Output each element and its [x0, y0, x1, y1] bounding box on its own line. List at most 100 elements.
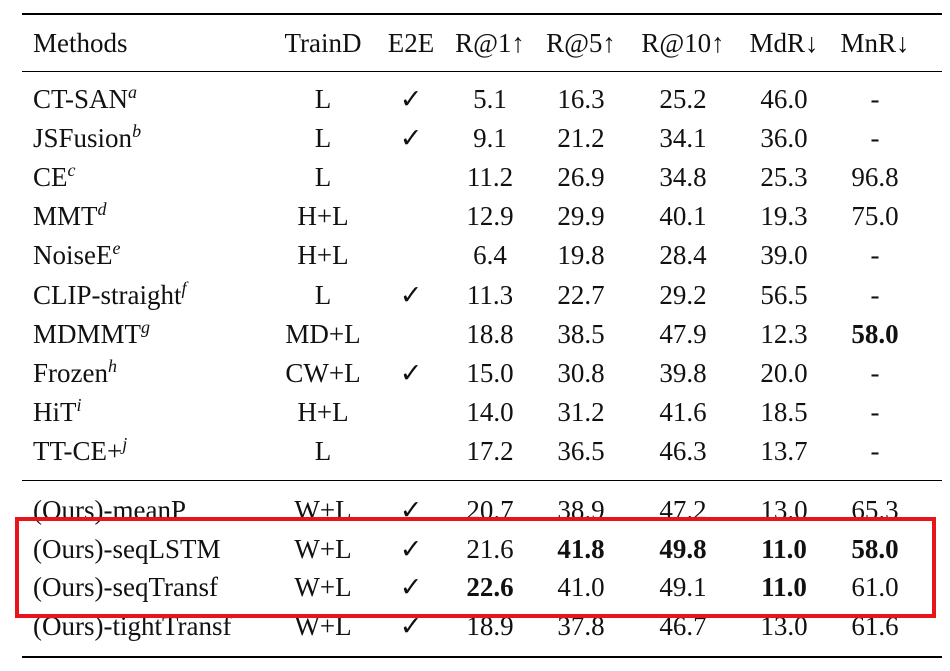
value-cell: 41.8	[557, 533, 605, 564]
value-cell: H+L	[297, 201, 349, 232]
value-cell: ✓	[399, 123, 423, 154]
value-cell: W+L	[294, 533, 352, 564]
value-cell: ✓	[399, 279, 423, 310]
value-cell: 34.8	[659, 162, 707, 193]
value-cell: 39.0	[760, 240, 808, 271]
header-cell: R@1↑	[455, 28, 525, 58]
value-cell: ✓	[399, 84, 423, 114]
value-cell: 61.0	[851, 572, 899, 603]
value-cell: 11.2	[466, 162, 514, 193]
value-cell: 31.2	[557, 396, 605, 427]
value-cell: 58.0	[851, 318, 899, 349]
method-cell: NoiseEe	[33, 237, 120, 273]
value-cell: 46.3	[659, 435, 707, 466]
header-cell: E2E	[387, 28, 435, 58]
value-cell: 11.3	[466, 279, 514, 310]
value-cell: 12.3	[760, 318, 808, 349]
method-superscript: f	[181, 277, 187, 298]
value-cell: 21.6	[466, 533, 514, 564]
value-cell: 22.7	[557, 279, 605, 310]
value-cell: -	[870, 240, 880, 271]
value-cell: L	[314, 123, 332, 154]
value-cell: 14.0	[466, 396, 514, 427]
value-cell: 36.0	[760, 123, 808, 154]
value-cell: 28.4	[659, 240, 707, 271]
method-superscript: h	[107, 355, 117, 376]
value-cell: 12.9	[466, 201, 514, 232]
method-name: CLIP-straight	[33, 279, 182, 310]
method-cell: CEc	[33, 159, 76, 195]
method-superscript: b	[132, 121, 142, 142]
value-cell: 56.5	[760, 279, 808, 310]
value-cell: ✓	[399, 357, 423, 388]
value-cell: 16.3	[557, 84, 605, 114]
method-cell: (Ours)-seqLSTM	[33, 531, 220, 567]
value-cell: -	[870, 84, 880, 114]
value-cell: MD+L	[285, 318, 361, 349]
header-cell: MdR↓	[749, 28, 819, 58]
method-name: CT-SAN	[33, 84, 129, 114]
method-name: TT-CE+	[33, 435, 123, 466]
method-cell: TT-CE+j	[33, 433, 127, 469]
value-cell: 36.5	[557, 435, 605, 466]
value-cell: 29.9	[557, 201, 605, 232]
header-cell: R@10↑	[641, 28, 725, 58]
method-cell: MMTd	[33, 198, 107, 234]
header-cell: R@5↑	[546, 28, 616, 58]
value-cell: -	[870, 435, 880, 466]
value-cell: 40.1	[659, 201, 707, 232]
header-cell: Methods	[33, 28, 128, 58]
value-cell: ✓	[399, 572, 423, 603]
value-cell: 39.8	[659, 357, 707, 388]
value-cell: 17.2	[466, 435, 514, 466]
value-cell: 11.0	[761, 572, 807, 603]
value-cell: 21.2	[557, 123, 605, 154]
method-name: CE	[33, 162, 68, 193]
method-name: HiT	[33, 396, 77, 427]
method-superscript: c	[67, 160, 76, 181]
value-cell: H+L	[297, 396, 349, 427]
method-superscript: j	[122, 433, 128, 454]
value-cell: 41.6	[659, 396, 707, 427]
method-cell: HiTi	[33, 394, 82, 430]
value-cell: 46.0	[760, 84, 808, 114]
method-cell: Frozenh	[33, 355, 117, 391]
value-cell: 49.8	[659, 533, 707, 564]
method-cell: CLIP-straightf	[33, 277, 187, 313]
value-cell: 25.3	[760, 162, 808, 193]
header-rule	[22, 71, 942, 72]
value-cell: 13.7	[760, 435, 808, 466]
header-cell: TrainD	[284, 28, 362, 58]
value-cell: 11.0	[761, 533, 807, 564]
value-cell: 26.9	[557, 162, 605, 193]
method-name: (Ours)-seqLSTM	[33, 533, 221, 564]
value-cell: 41.0	[557, 572, 605, 603]
value-cell: 29.2	[659, 279, 707, 310]
value-cell: 58.0	[851, 533, 899, 564]
method-name: Frozen	[33, 357, 108, 388]
method-cell: CT-SANa	[33, 81, 137, 117]
value-cell: CW+L	[285, 357, 361, 388]
value-cell: -	[870, 123, 880, 154]
value-cell: 18.8	[466, 318, 514, 349]
bottom-rule	[22, 656, 942, 658]
method-cell: (Ours)-seqTransf	[33, 569, 218, 605]
value-cell: 30.8	[557, 357, 605, 388]
method-cell: JSFusionb	[33, 120, 141, 156]
header-cell: MnR↓	[840, 28, 910, 58]
value-cell: 18.5	[760, 396, 808, 427]
value-cell: 15.0	[466, 357, 514, 388]
top-rule	[22, 13, 942, 15]
value-cell: H+L	[297, 240, 349, 271]
method-name: MMT	[33, 201, 98, 232]
value-cell: W+L	[294, 572, 352, 603]
method-name: NoiseE	[33, 240, 113, 271]
method-name: (Ours)-seqTransf	[33, 572, 218, 603]
value-cell: 75.0	[851, 201, 899, 232]
method-name: JSFusion	[33, 123, 133, 154]
method-superscript: a	[128, 82, 138, 102]
method-cell: MDMMTg	[33, 316, 150, 352]
method-superscript: e	[112, 238, 121, 259]
value-cell: L	[314, 279, 332, 310]
